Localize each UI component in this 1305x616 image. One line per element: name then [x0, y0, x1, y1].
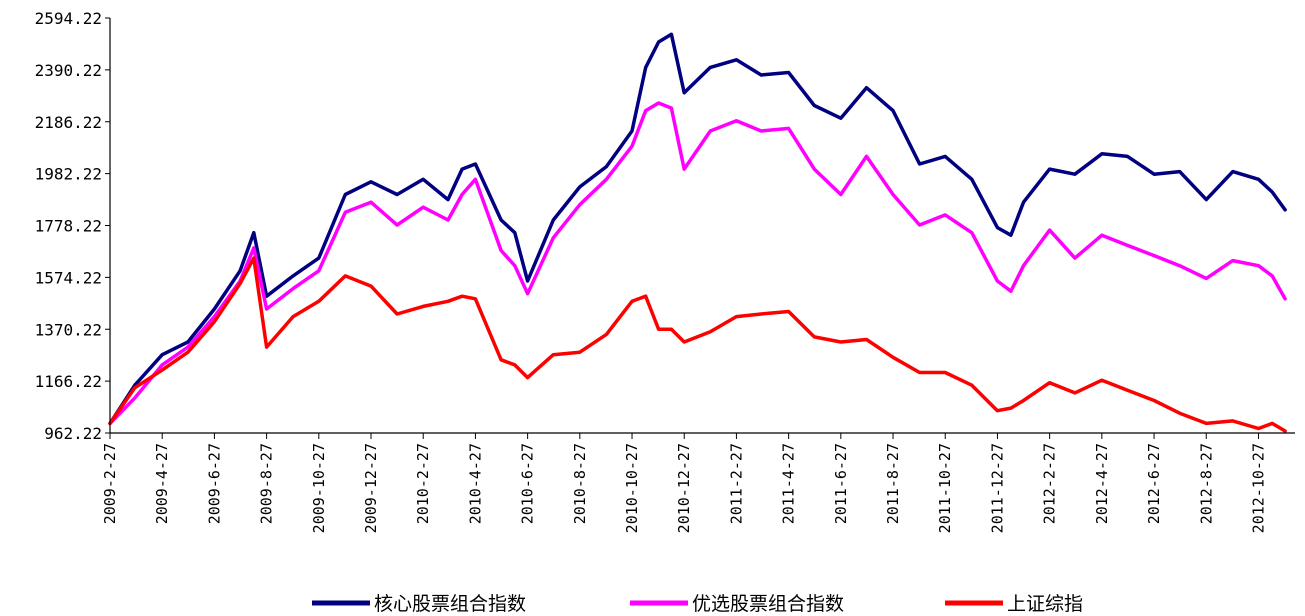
- y-tick-label: 2594.22: [35, 9, 102, 28]
- x-tick-label: 2012-6-27: [1145, 443, 1163, 524]
- y-tick-label: 1574.22: [35, 268, 102, 287]
- legend-label-1: 优选股票组合指数: [692, 593, 844, 615]
- x-tick-label: 2012-8-27: [1197, 443, 1215, 524]
- x-tick-label: 2009-8-27: [258, 443, 276, 524]
- x-tick-label: 2012-4-27: [1093, 443, 1111, 524]
- x-tick-label: 2011-10-27: [936, 443, 954, 533]
- x-axis: 2009-2-27 2009-4-27 2009-6-27 2009-8-27 2009…: [101, 432, 1295, 533]
- x-tick-label: 2011-8-27: [884, 443, 902, 524]
- x-tick-label: 2009-2-27: [101, 443, 119, 524]
- y-axis: 962.22 1166.22 1370.22 1574.22 1778.22 1982.2…: [35, 9, 111, 443]
- legend-label-2: 上证综指: [1007, 593, 1083, 615]
- y-tick-label: 1982.22: [35, 165, 102, 184]
- x-tick-label: 2011-4-27: [780, 443, 798, 524]
- x-tick-label: 2010-2-27: [414, 443, 432, 524]
- x-tick-label: 2009-12-27: [362, 443, 380, 533]
- x-tick-label: 2012-2-27: [1041, 443, 1059, 524]
- x-tick-label: 2009-10-27: [310, 443, 328, 533]
- series-line-2: [108, 256, 1287, 433]
- x-tick-label: 2010-12-27: [675, 443, 693, 533]
- x-tick-label: 2011-12-27: [988, 443, 1006, 533]
- x-tick-label: 2010-6-27: [519, 443, 537, 524]
- series-line-0: [108, 32, 1287, 426]
- x-tick-label: 2009-4-27: [153, 443, 171, 524]
- legend: 核心股票组合指数 优选股票组合指数 上证综指: [312, 593, 1083, 615]
- series-line-1: [108, 101, 1287, 426]
- x-tick-label: 2010-8-27: [571, 443, 589, 524]
- y-tick-label: 962.22: [44, 424, 102, 443]
- x-tick-label: 2012-10-27: [1249, 443, 1267, 533]
- y-tick-label: 1370.22: [35, 320, 102, 339]
- x-tick-label: 2010-10-27: [623, 443, 641, 533]
- x-tick-label: 2011-2-27: [727, 443, 745, 524]
- plot-lines: [108, 32, 1287, 433]
- x-tick-label: 2009-6-27: [205, 443, 223, 524]
- y-tick-label: 1778.22: [35, 217, 102, 236]
- legend-label-0: 核心股票组合指数: [374, 593, 526, 615]
- y-tick-label: 1166.22: [35, 372, 102, 391]
- y-tick-label: 2186.22: [35, 113, 102, 132]
- x-tick-label: 2010-4-27: [466, 443, 484, 524]
- y-tick-label: 2390.22: [35, 61, 102, 80]
- x-tick-label: 2011-6-27: [832, 443, 850, 524]
